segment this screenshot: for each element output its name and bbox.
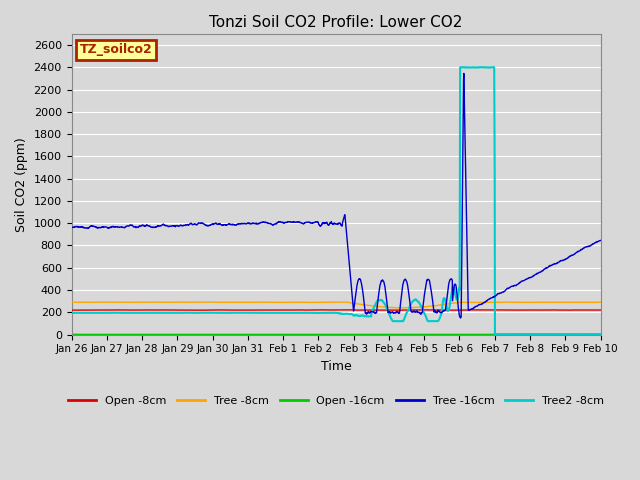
Y-axis label: Soil CO2 (ppm): Soil CO2 (ppm) — [15, 137, 28, 232]
Title: Tonzi Soil CO2 Profile: Lower CO2: Tonzi Soil CO2 Profile: Lower CO2 — [209, 15, 463, 30]
Legend: Open -8cm, Tree -8cm, Open -16cm, Tree -16cm, Tree2 -8cm: Open -8cm, Tree -8cm, Open -16cm, Tree -… — [63, 391, 609, 410]
Text: TZ_soilco2: TZ_soilco2 — [79, 44, 152, 57]
X-axis label: Time: Time — [321, 360, 351, 373]
